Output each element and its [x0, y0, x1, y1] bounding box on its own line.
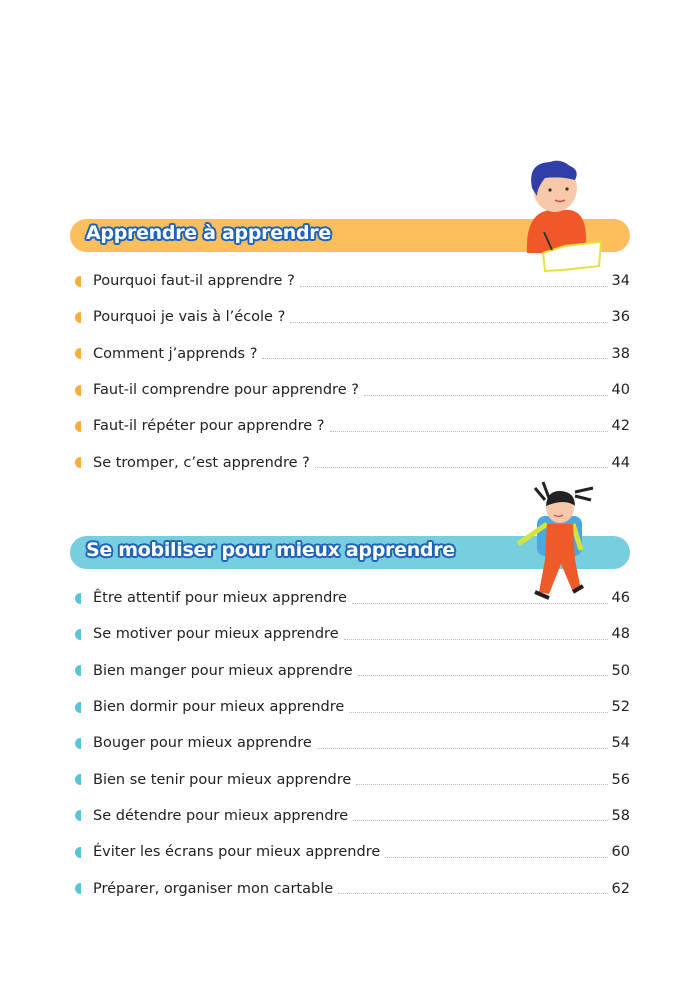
entry-label: Se tromper, c’est apprendre ? [93, 454, 313, 471]
toc-entry[interactable]: Comment j’apprends ? 38 [74, 336, 630, 372]
entry-label: Se détendre pour mieux apprendre [93, 807, 352, 824]
girl-walking-illustration [516, 481, 594, 600]
dot-leader [262, 358, 608, 360]
toc-entry[interactable]: Faut-il comprendre pour apprendre ? 40 [74, 372, 630, 408]
toc-entry[interactable]: Se détendre pour mieux apprendre 58 [74, 798, 630, 834]
bullet-icon [75, 665, 81, 677]
entry-label: Faut-il comprendre pour apprendre ? [93, 382, 362, 399]
toc-entry[interactable]: Faut-il répéter pour apprendre ? 42 [74, 408, 630, 444]
toc-entry[interactable]: Pourquoi faut-il apprendre ? 34 [74, 263, 630, 299]
toc-entry[interactable]: Préparer, organiser mon cartable 62 [74, 870, 630, 906]
dot-leader [356, 784, 608, 786]
entry-label: Pourquoi je vais à l’école ? [93, 309, 289, 326]
section-title: Se mobiliser pour mieux apprendre [86, 539, 455, 561]
section-list-mobiliser: Être attentif pour mieux apprendre 46 Se m… [74, 580, 630, 907]
bullet-icon [75, 348, 81, 360]
bullet-icon [75, 275, 81, 287]
section-list-apprendre: Pourquoi faut-il apprendre ? 34 Pourquoi j… [74, 263, 630, 481]
page-number: 54 [611, 735, 630, 752]
bullet-icon [75, 846, 81, 858]
toc-entry[interactable]: Se motiver pour mieux apprendre 48 [74, 616, 630, 652]
page-number: 42 [611, 418, 630, 435]
toc-entry[interactable]: Se tromper, c’est apprendre ? 44 [74, 444, 630, 480]
dot-leader [316, 747, 608, 749]
page-number: 58 [611, 807, 630, 824]
bullet-icon [75, 420, 81, 432]
dot-leader [299, 285, 608, 287]
page-number: 44 [611, 454, 630, 471]
dot-leader [329, 430, 608, 432]
section-title: Apprendre à apprendre [86, 222, 331, 244]
bullet-icon [75, 774, 81, 786]
dot-leader [385, 856, 608, 858]
toc-entry[interactable]: Pourquoi je vais à l’école ? 36 [74, 299, 630, 335]
dot-leader [357, 675, 608, 677]
entry-label: Bien manger pour mieux apprendre [93, 662, 356, 679]
bullet-icon [75, 592, 81, 604]
bullet-icon [75, 883, 81, 895]
bullet-icon [75, 810, 81, 822]
bullet-icon [75, 628, 81, 640]
page-number: 40 [611, 382, 630, 399]
entry-label: Faut-il répéter pour apprendre ? [93, 418, 328, 435]
entry-label: Bien se tenir pour mieux apprendre [93, 771, 355, 788]
page-number: 46 [611, 590, 630, 607]
toc-entry[interactable]: Être attentif pour mieux apprendre 46 [74, 580, 630, 616]
bullet-icon [75, 701, 81, 713]
page-number: 50 [611, 662, 630, 679]
entry-label: Se motiver pour mieux apprendre [93, 626, 342, 643]
toc-entry[interactable]: Éviter les écrans pour mieux apprendre 60 [74, 834, 630, 870]
dot-leader [351, 602, 608, 604]
entry-label: Comment j’apprends ? [93, 345, 261, 362]
page-number: 38 [611, 345, 630, 362]
bullet-icon [75, 384, 81, 396]
page-number: 56 [611, 771, 630, 788]
dot-leader [363, 394, 608, 396]
dot-leader [353, 820, 608, 822]
dot-leader [343, 638, 608, 640]
dot-leader [314, 467, 608, 469]
bullet-icon [75, 311, 81, 323]
dot-leader [349, 711, 608, 713]
entry-label: Pourquoi faut-il apprendre ? [93, 273, 298, 290]
page-number: 34 [611, 273, 630, 290]
page-number: 36 [611, 309, 630, 326]
dot-leader [290, 321, 608, 323]
entry-label: Être attentif pour mieux apprendre [93, 590, 350, 607]
bullet-icon [75, 457, 81, 469]
toc-entry[interactable]: Bien dormir pour mieux apprendre 52 [74, 689, 630, 725]
bullet-icon [75, 737, 81, 749]
page-number: 60 [611, 844, 630, 861]
entry-label: Préparer, organiser mon cartable [93, 880, 337, 897]
entry-label: Bien dormir pour mieux apprendre [93, 699, 348, 716]
toc-entry[interactable]: Bien manger pour mieux apprendre 50 [74, 653, 630, 689]
page-number: 52 [611, 699, 630, 716]
section-banner-mobiliser: Se mobiliser pour mieux apprendre [70, 536, 630, 569]
dot-leader [338, 893, 608, 895]
toc-entry[interactable]: Bien se tenir pour mieux apprendre 56 [74, 761, 630, 797]
page-number: 48 [611, 626, 630, 643]
page-number: 62 [611, 880, 630, 897]
entry-label: Éviter les écrans pour mieux apprendre [93, 844, 384, 861]
toc-entry[interactable]: Bouger pour mieux apprendre 54 [74, 725, 630, 761]
entry-label: Bouger pour mieux apprendre [93, 735, 315, 752]
boy-writing-illustration [526, 160, 603, 273]
